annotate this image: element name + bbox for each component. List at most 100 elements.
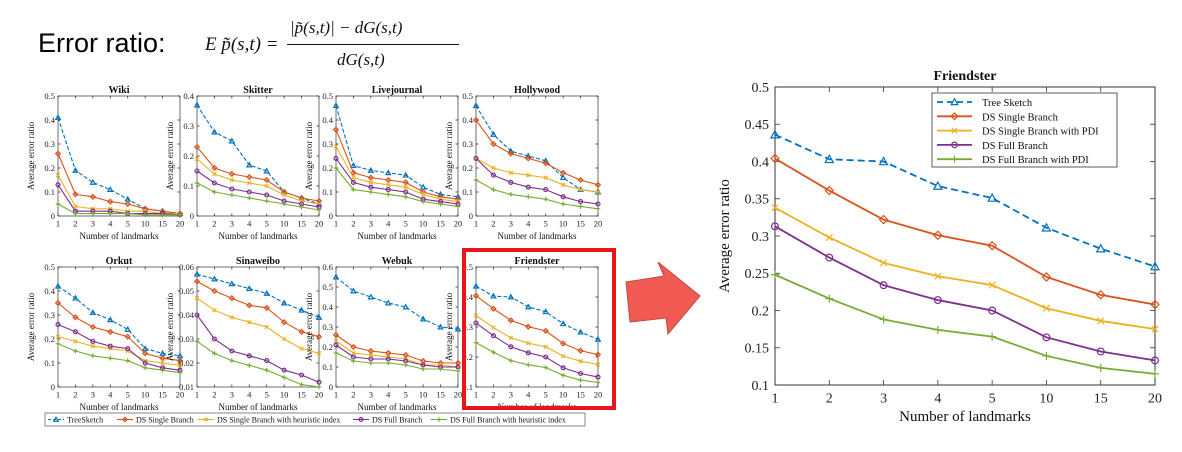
data-point xyxy=(1041,222,1052,232)
y-tick-label: 0.4 xyxy=(462,292,473,302)
data-point xyxy=(125,358,131,363)
data-point xyxy=(281,367,287,373)
data-point xyxy=(263,167,271,174)
y-tick-label: 0.1 xyxy=(462,187,473,197)
formula-lhs: E p̃(s,t) = xyxy=(205,34,279,55)
y-axis-label: Average error ratio xyxy=(304,292,314,361)
data-point xyxy=(124,200,131,208)
fraction-bar xyxy=(287,44,459,46)
y-tick-label: 0.2 xyxy=(183,151,194,161)
line-chart-friendster: 0.10.20.30.40.51 2 3 4 5 10 15 20FriendsterNumb… xyxy=(444,256,602,412)
data-point xyxy=(473,313,479,318)
data-point xyxy=(55,182,61,188)
x-tick-label: 2 xyxy=(826,392,833,407)
series-line xyxy=(335,340,459,368)
data-point xyxy=(825,233,833,242)
data-point xyxy=(1149,261,1161,271)
series-line xyxy=(196,182,320,211)
legend-marker xyxy=(951,141,958,149)
data-point xyxy=(229,186,235,192)
series-line xyxy=(475,322,599,378)
x-tick-label: 4 xyxy=(108,389,113,399)
data-point xyxy=(385,187,391,193)
data-point xyxy=(281,201,287,207)
data-point xyxy=(212,189,217,195)
data-point xyxy=(229,315,235,320)
data-point xyxy=(350,179,356,185)
data-point xyxy=(577,347,584,354)
data-point xyxy=(578,204,583,209)
data-point xyxy=(55,201,61,207)
data-point xyxy=(878,156,889,166)
y-tick-label: 0.1 xyxy=(462,382,473,392)
data-point xyxy=(1096,347,1105,356)
data-point xyxy=(315,333,323,340)
data-point xyxy=(212,171,217,177)
data-point xyxy=(351,187,356,192)
x-tick-label: 5 xyxy=(544,389,548,399)
data-point xyxy=(543,344,548,350)
data-point xyxy=(212,351,217,356)
data-point xyxy=(160,367,165,373)
data-point xyxy=(177,370,183,375)
plot-area xyxy=(475,95,599,217)
series-line xyxy=(196,273,320,318)
legend-label: Tree Sketch xyxy=(982,98,1033,109)
y-tick-label: 0.3 xyxy=(462,322,473,332)
data-point xyxy=(160,360,165,366)
series-line xyxy=(196,280,320,338)
data-point xyxy=(490,140,497,148)
data-point xyxy=(54,299,62,307)
data-point xyxy=(1041,272,1052,282)
data-point xyxy=(1095,290,1106,300)
data-point xyxy=(194,180,200,186)
data-point xyxy=(351,358,356,364)
data-point xyxy=(246,363,252,368)
data-point xyxy=(333,342,339,348)
series-line xyxy=(475,157,599,193)
series-line xyxy=(196,314,320,383)
data-point xyxy=(559,169,567,176)
x-tick-label: 1 xyxy=(474,389,478,399)
y-tick-label: 0.1 xyxy=(44,187,55,197)
legend-marker xyxy=(121,416,129,423)
data-point xyxy=(264,324,269,330)
data-point xyxy=(543,175,548,180)
x-tick-label: 2 xyxy=(351,218,355,228)
data-point xyxy=(194,156,200,162)
series-line xyxy=(475,158,599,205)
y-tick-label: 0.4 xyxy=(322,302,333,312)
data-point xyxy=(351,350,356,356)
x-tick-label: 10 xyxy=(280,389,289,399)
data-point xyxy=(1097,317,1105,325)
x-tick-label: 4 xyxy=(526,218,531,228)
series-line xyxy=(335,105,459,198)
data-point xyxy=(245,161,253,168)
x-tick-label: 1 xyxy=(56,218,60,228)
data-point xyxy=(229,348,235,354)
series-line xyxy=(335,158,459,205)
plot-area xyxy=(196,266,320,388)
series-line xyxy=(774,273,1156,375)
chart-title: Orkut xyxy=(106,256,133,267)
data-point xyxy=(368,180,374,185)
x-tick-label: 20 xyxy=(176,389,185,399)
x-tick-label: 20 xyxy=(454,218,463,228)
data-point xyxy=(525,362,531,368)
x-tick-label: 1 xyxy=(334,389,338,399)
legend-marker xyxy=(358,417,364,422)
y-tick-label: 0.1 xyxy=(322,362,333,372)
data-point xyxy=(824,154,835,164)
data-point xyxy=(988,332,997,341)
chart-title: Hollywood xyxy=(514,85,561,96)
series-line xyxy=(335,344,458,368)
x-tick-label: 1 xyxy=(56,389,60,399)
data-point xyxy=(73,211,78,216)
data-point xyxy=(525,155,532,162)
y-tick-label: 0.1 xyxy=(44,358,55,368)
y-tick-label: 0.2 xyxy=(462,352,473,362)
slide-heading: Error ratio: xyxy=(38,28,166,58)
data-point xyxy=(142,360,148,366)
series-line xyxy=(57,324,181,371)
plot-area xyxy=(475,266,599,388)
